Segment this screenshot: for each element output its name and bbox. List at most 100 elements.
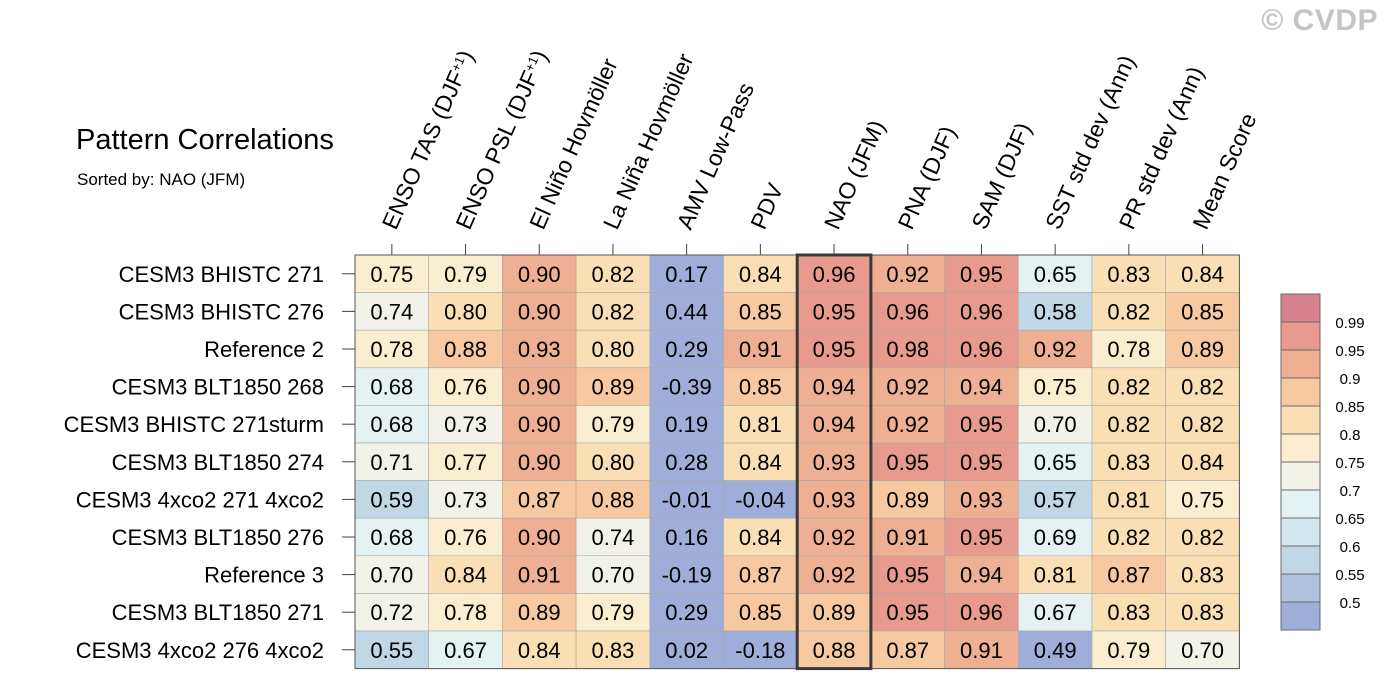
cell-value: 0.91 xyxy=(886,525,929,550)
heatmap-cell xyxy=(502,367,577,406)
cell-value: 0.85 xyxy=(739,299,782,324)
heatmap-cell xyxy=(1017,480,1093,519)
cell-value: 0.67 xyxy=(444,638,487,663)
heatmap-cell xyxy=(1165,517,1240,557)
cell-value: 0.82 xyxy=(1107,375,1150,400)
heatmap-cell xyxy=(723,405,798,444)
cell-value: 0.96 xyxy=(960,600,1003,625)
cell-value: 0.57 xyxy=(1034,487,1077,512)
colorbar-label: 0.99 xyxy=(1335,315,1364,332)
column-label: SAM (DJF) xyxy=(966,119,1036,233)
colorbar-swatch xyxy=(1281,574,1320,602)
cell-value: 0.82 xyxy=(592,299,635,324)
heatmap-cell xyxy=(428,630,503,669)
row-label: CESM3 BHISTC 276 xyxy=(119,299,324,324)
heatmap-cell xyxy=(649,593,724,632)
heatmap-cell xyxy=(575,517,651,557)
heatmap-cell xyxy=(649,517,724,557)
heatmap-cell xyxy=(944,292,1019,331)
colorbar-swatch xyxy=(1281,490,1320,518)
cell-value: 0.87 xyxy=(739,563,782,588)
heatmap-cell xyxy=(575,329,651,369)
cell-value: 0.85 xyxy=(739,600,782,625)
row-label: Reference 2 xyxy=(204,337,324,362)
heatmap-cell xyxy=(502,292,577,331)
cell-value: 0.83 xyxy=(1181,563,1224,588)
cell-value: 0.89 xyxy=(1181,337,1224,362)
cell-value: 0.74 xyxy=(370,299,413,324)
heatmap-cell xyxy=(1091,405,1166,444)
cell-value: 0.82 xyxy=(1107,299,1150,324)
heatmap-cell xyxy=(1091,254,1166,293)
cell-value: 0.95 xyxy=(886,563,929,588)
cell-value: 0.92 xyxy=(886,412,929,437)
heatmap-cell xyxy=(723,292,798,331)
heatmap-cell xyxy=(1091,630,1166,669)
cell-value: 0.84 xyxy=(518,638,561,663)
heatmap-cell xyxy=(870,517,945,557)
colorbar-label: 0.9 xyxy=(1340,371,1361,388)
cell-value: 0.83 xyxy=(1107,262,1150,287)
cell-value: 0.65 xyxy=(1034,450,1077,475)
cell-value: 0.17 xyxy=(665,262,708,287)
cell-value: 0.79 xyxy=(444,262,487,287)
heatmap-cell xyxy=(428,254,503,293)
cell-value: 0.83 xyxy=(592,638,635,663)
cell-value: 0.81 xyxy=(739,412,782,437)
cell-value: 0.59 xyxy=(370,487,413,512)
heatmap-cell xyxy=(428,555,503,594)
cell-value: 0.49 xyxy=(1034,638,1077,663)
cell-value: 0.77 xyxy=(444,450,487,475)
heatmap-cell xyxy=(723,593,798,632)
heatmap-cell xyxy=(354,480,429,519)
cell-value: 0.81 xyxy=(1107,487,1150,512)
heatmap-cell xyxy=(1017,442,1093,481)
cell-value: 0.76 xyxy=(444,375,487,400)
cell-value: 0.90 xyxy=(518,525,561,550)
heatmap-cell xyxy=(575,442,651,481)
colorbar-swatch xyxy=(1281,378,1320,406)
cell-value: 0.80 xyxy=(444,299,487,324)
heatmap-cell xyxy=(428,593,503,632)
cell-value: 0.82 xyxy=(592,262,635,287)
colorbar-swatch xyxy=(1281,602,1320,630)
cell-value: 0.75 xyxy=(1181,487,1224,512)
cell-value: 0.29 xyxy=(665,337,708,362)
heatmap-cell xyxy=(796,292,872,331)
colorbar-label: 0.95 xyxy=(1335,343,1364,360)
row-label: CESM3 4xco2 276 4xco2 xyxy=(76,638,324,663)
heatmap-cell xyxy=(1091,442,1166,481)
cell-value: 0.78 xyxy=(444,600,487,625)
row-label: CESM3 BHISTC 271 xyxy=(119,262,324,287)
cell-value: 0.93 xyxy=(813,450,856,475)
cell-value: 0.94 xyxy=(813,375,856,400)
heatmap-cell xyxy=(870,254,945,293)
heatmap-cell xyxy=(723,517,798,557)
cell-value: 0.84 xyxy=(739,525,782,550)
cell-value: 0.67 xyxy=(1034,600,1077,625)
cell-value: 0.78 xyxy=(370,337,413,362)
heatmap-cell xyxy=(1017,367,1093,406)
heatmap-cell xyxy=(354,292,429,331)
heatmap-cell xyxy=(354,367,429,406)
heatmap-cell xyxy=(575,405,651,444)
cell-value: 0.95 xyxy=(886,450,929,475)
heatmap-cell xyxy=(1165,329,1240,369)
cell-value: 0.82 xyxy=(1107,525,1150,550)
heatmap-cell xyxy=(723,329,798,369)
heatmap-cell xyxy=(354,405,429,444)
heatmap-cell xyxy=(1017,329,1093,369)
cell-value: 0.78 xyxy=(1107,337,1150,362)
row-label: Reference 3 xyxy=(204,563,324,588)
cell-value: 0.88 xyxy=(813,638,856,663)
cell-value: 0.28 xyxy=(665,450,708,475)
cell-value: 0.76 xyxy=(444,525,487,550)
heatmap-cell xyxy=(870,405,945,444)
heatmap-cell xyxy=(1165,480,1240,519)
cell-value: 0.93 xyxy=(960,487,1003,512)
cell-value: 0.75 xyxy=(1034,375,1077,400)
heatmap-cell xyxy=(1165,254,1240,293)
heatmap-cell xyxy=(428,480,503,519)
colorbar-swatch xyxy=(1281,406,1320,434)
